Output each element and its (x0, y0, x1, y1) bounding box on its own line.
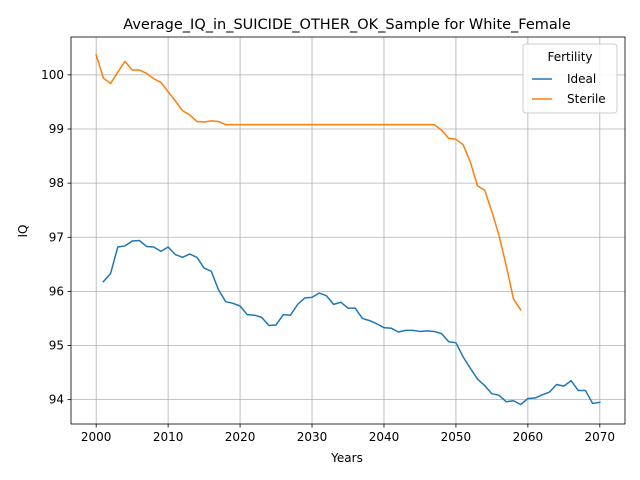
y-tick-label: 100 (41, 68, 64, 82)
x-axis-label: Years (330, 451, 363, 465)
legend-box (522, 43, 618, 114)
x-tick-label: 2060 (513, 430, 544, 444)
legend: Fertility Ideal Sterile (522, 43, 618, 114)
x-tick-label: 2020 (225, 430, 256, 444)
legend-title: Fertility (547, 50, 592, 64)
series-line-sterile (95, 53, 522, 311)
y-tick-label: 97 (49, 230, 64, 244)
grid (71, 37, 625, 424)
y-axis-label: IQ (16, 225, 30, 238)
series-line-ideal (102, 239, 601, 406)
y-tick-label: 99 (49, 122, 64, 136)
y-tick-label: 95 (49, 339, 64, 353)
y-tick-label: 98 (49, 176, 64, 190)
x-tick-label: 2040 (369, 430, 400, 444)
x-tick-label: 2070 (585, 430, 616, 444)
x-tick-label: 2010 (153, 430, 184, 444)
series-lines (95, 53, 601, 406)
y-tick-label: 94 (49, 393, 64, 407)
chart-title: Average_IQ_in_SUICIDE_OTHER_OK_Sample fo… (123, 17, 571, 33)
x-tick-label: 2000 (81, 430, 112, 444)
plot-frame (70, 36, 626, 425)
x-tick-label: 2050 (441, 430, 472, 444)
y-tick-label: 96 (49, 284, 64, 298)
legend-label-sterile: Sterile (567, 92, 606, 106)
axis-ticks: 2000 2010 2020 2030 2040 2050 2060 2070 94 95 96 97… (41, 68, 615, 444)
x-tick-label: 2030 (297, 430, 328, 444)
legend-label-ideal: Ideal (567, 72, 596, 86)
